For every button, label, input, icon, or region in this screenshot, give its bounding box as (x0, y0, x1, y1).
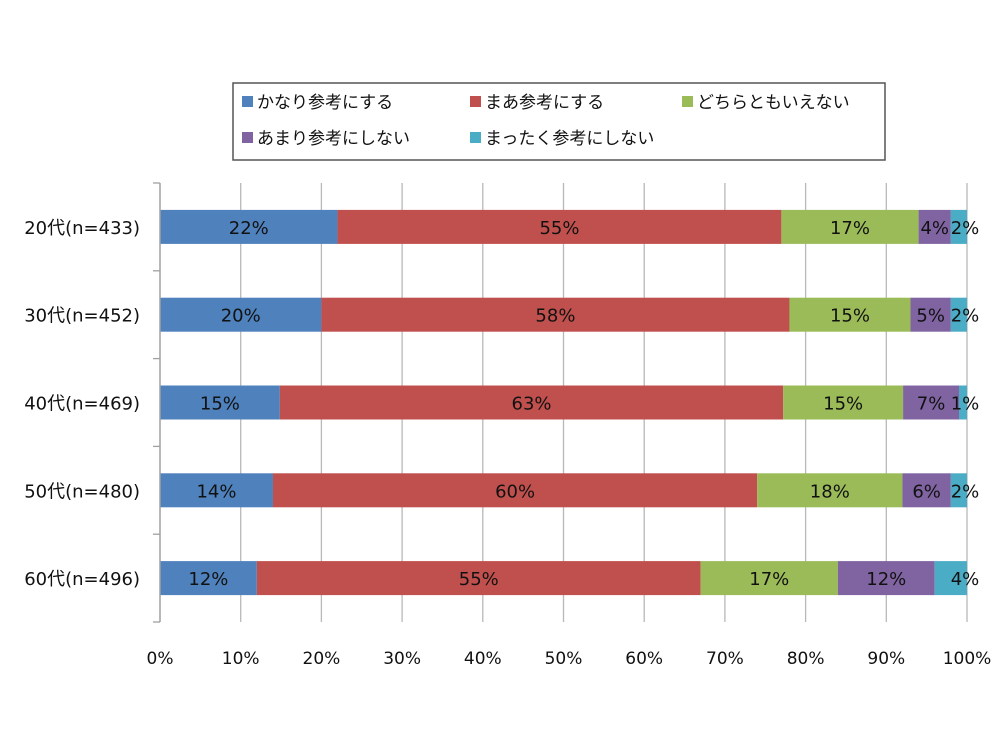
bar-segment (160, 385, 280, 420)
bar-segment (950, 297, 967, 332)
bar-segment (272, 473, 758, 508)
bar-segment (950, 209, 967, 244)
data-label: 63% (512, 394, 552, 415)
bar-segment (160, 473, 273, 508)
x-tick-label: 80% (787, 649, 825, 669)
bar-segment (783, 385, 904, 420)
data-label: 60% (495, 481, 535, 502)
bars: 22% 55% 17% 4% 2%20% 58% 15% 5% 2%15% 63% 15% 7% 1%1… (160, 209, 980, 596)
bar-segment (256, 561, 701, 596)
bar-segment (959, 385, 967, 420)
data-label: 12% (188, 569, 228, 590)
bar-segment (837, 561, 935, 596)
y-category-label: 50代(n=480) (24, 481, 140, 502)
data-label: 12% (866, 569, 906, 590)
data-label: 17% (830, 218, 870, 239)
bar-segment (950, 473, 967, 508)
data-label: 15% (200, 394, 240, 415)
data-label: 18% (810, 481, 850, 502)
bar-segment (700, 561, 838, 596)
data-label: 15% (830, 306, 870, 327)
data-label: 15% (823, 394, 863, 415)
data-label: 22% (229, 218, 269, 239)
y-category-label: 20代(n=433) (24, 218, 140, 239)
legend-label: あまり参考にしない (257, 129, 410, 149)
legend-box (232, 82, 886, 161)
bar-segment (160, 297, 322, 332)
data-label: 55% (459, 569, 499, 590)
data-label: 20% (221, 306, 261, 327)
x-tick-label: 60% (625, 649, 663, 669)
legend-swatch (242, 96, 253, 107)
data-label: 55% (539, 218, 579, 239)
bar-segment (337, 209, 782, 244)
bar-segment (934, 561, 967, 596)
data-label: 5% (916, 306, 945, 327)
data-label: 1% (951, 394, 980, 415)
data-label: 58% (535, 306, 575, 327)
bar-segment (902, 473, 951, 508)
data-label: 6% (912, 481, 941, 502)
legend-swatch (682, 96, 693, 107)
x-axis: 0% 10% 20% 30% 40% 50% 60% 70% 80% 90% 100% (147, 649, 992, 669)
bar-segment (757, 473, 903, 508)
data-label: 17% (749, 569, 789, 590)
y-category-label: 30代(n=452) (24, 306, 140, 327)
bar-segment (160, 561, 257, 596)
data-label: 2% (951, 306, 980, 327)
x-tick-label: 10% (222, 649, 260, 669)
bar-segment (160, 209, 338, 244)
x-tick-label: 0% (147, 649, 174, 669)
y-category-label: 60代(n=496) (24, 569, 140, 590)
bar-segment (781, 209, 919, 244)
data-label: 7% (917, 394, 946, 415)
bar-segment (910, 297, 951, 332)
y-category-label: 40代(n=469) (24, 394, 140, 415)
x-tick-label: 20% (303, 649, 341, 669)
legend-label: どちらともいえない (697, 93, 850, 113)
legend-swatch (470, 132, 481, 143)
data-label: 2% (951, 481, 980, 502)
x-tick-label: 100% (943, 649, 992, 669)
bar-segment (321, 297, 790, 332)
data-label: 2% (951, 218, 980, 239)
x-tick-label: 90% (867, 649, 905, 669)
legend-label: まったく参考にしない (485, 129, 654, 149)
bar-segment (903, 385, 960, 420)
data-label: 4% (951, 569, 980, 590)
legend-swatch (470, 96, 481, 107)
legend-swatch (242, 132, 253, 143)
legend-label: まあ参考にする (485, 93, 604, 113)
bar-segment (789, 297, 911, 332)
bar-segment (918, 209, 951, 244)
legend-label: かなり参考にする (257, 93, 393, 113)
data-label: 14% (196, 481, 236, 502)
x-tick-label: 30% (383, 649, 421, 669)
bar-segment (279, 385, 784, 420)
x-tick-label: 40% (464, 649, 502, 669)
x-tick-label: 50% (545, 649, 583, 669)
x-tick-label: 70% (706, 649, 744, 669)
data-label: 4% (920, 218, 949, 239)
y-axis: 20代(n=433) 30代(n=452) 40代(n=469) 50代(n=480)… (24, 182, 161, 623)
